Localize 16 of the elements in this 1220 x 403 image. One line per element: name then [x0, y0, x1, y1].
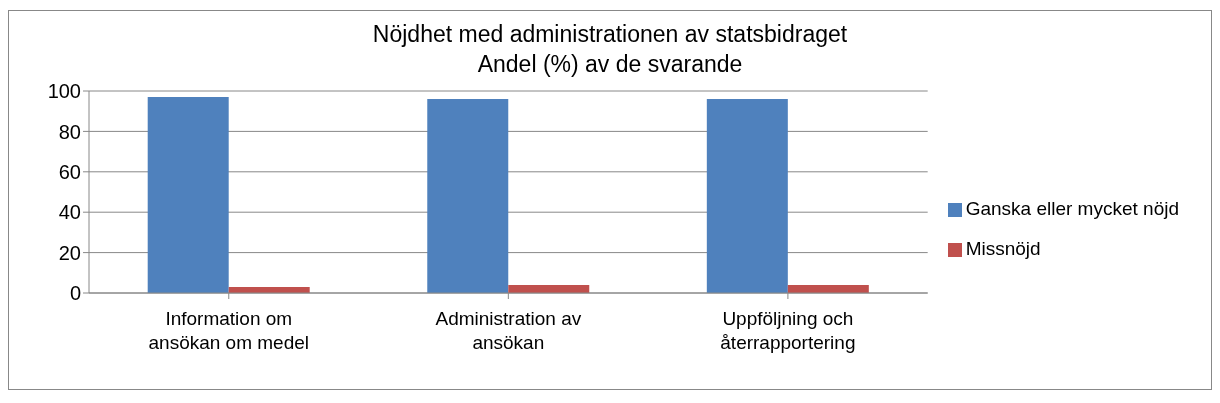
- bar: [427, 99, 509, 293]
- bar: [147, 97, 229, 293]
- bar: [706, 99, 788, 293]
- y-tick-label: 80: [58, 120, 81, 143]
- legend-label: Ganska eller mycket nöjd: [965, 198, 1179, 219]
- x-tick-label: Administration av ansökan: [435, 308, 582, 353]
- legend-label: Missnöjd: [965, 238, 1041, 259]
- chart-title: Nöjdhet med administrationen av statsbidraget: [371, 20, 849, 49]
- y-tick-label: 0: [69, 282, 81, 305]
- y-tick-label: 20: [58, 241, 81, 264]
- y-tick-label: 40: [58, 201, 81, 224]
- x-tick-label: Information om ansökan om medel: [148, 308, 310, 353]
- chart-subtitle: Andel (%) av de svarande: [476, 50, 744, 79]
- y-tick-label: 100: [47, 80, 81, 103]
- y-tick-label: 60: [58, 160, 81, 183]
- x-tick-label: Uppföljning och återrapportering: [720, 308, 856, 353]
